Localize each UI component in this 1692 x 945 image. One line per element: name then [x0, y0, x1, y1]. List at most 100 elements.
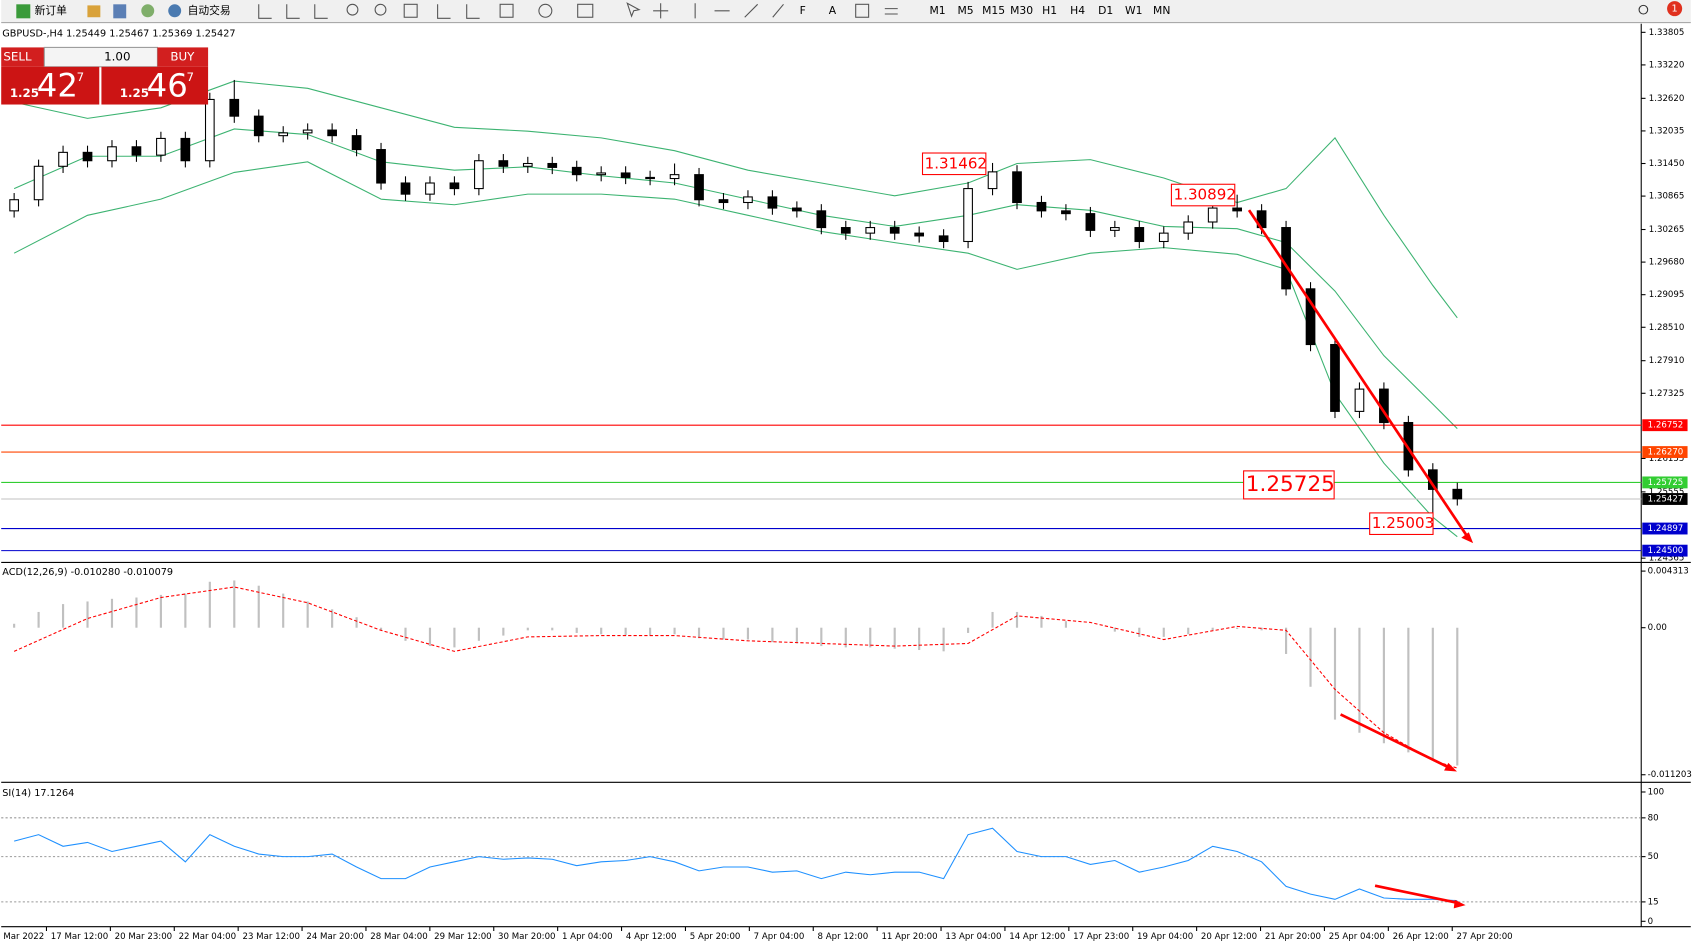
notification-count: 1 [1672, 4, 1678, 15]
timeframe-button[interactable]: M15 [982, 4, 1005, 17]
search-icon[interactable] [1638, 4, 1649, 15]
lot-value: 1.00 [104, 50, 130, 64]
y-tick-label: 50 [1648, 852, 1659, 862]
bollinger-lower [13, 161, 1458, 538]
x-tick-label: 24 Mar 20:00 [306, 932, 363, 942]
candle-body [767, 196, 778, 209]
candle-body [1207, 207, 1218, 223]
y-tick-label: 1.25555 [1649, 487, 1685, 497]
x-tick-label: 5 Apr 20:00 [690, 932, 741, 942]
candle-body [620, 172, 631, 178]
price-annotation: 1.25003 [1372, 514, 1434, 532]
y-tick-label: 1.33805 [1649, 28, 1685, 38]
auto-trade-icon[interactable] [168, 4, 182, 18]
bollinger-upper [14, 80, 1458, 319]
candle-body [376, 149, 386, 184]
candle-body [400, 182, 411, 195]
price-level-label: 1.25427 [1648, 495, 1684, 505]
price-level-label: 1.26270 [1648, 448, 1684, 458]
price-level-tag [1642, 544, 1688, 557]
timeframe-button[interactable]: M30 [1010, 4, 1033, 17]
x-tick-label: 11 Apr 20:00 [881, 932, 937, 942]
candle-body [792, 207, 802, 212]
y-tick-label: 1.28510 [1649, 323, 1685, 333]
x-tick-label: 13 Apr 04:00 [945, 932, 1001, 942]
trend-arrow[interactable] [1247, 209, 1470, 540]
y-tick-label: 1.27325 [1649, 389, 1685, 399]
y-tick-label: -0.011203 [1648, 770, 1692, 780]
candle-body [1330, 344, 1340, 412]
toolbar-tools[interactable] [258, 2, 898, 19]
toolbar-icon[interactable] [141, 4, 155, 18]
buy-label: BUY [170, 50, 195, 64]
buy-button[interactable] [157, 47, 209, 67]
price-annotation-box [1170, 183, 1236, 207]
x-tick-label: 20 Apr 12:00 [1201, 932, 1257, 942]
timeframe-button[interactable]: H4 [1070, 4, 1085, 17]
text-tool[interactable]: A [829, 4, 837, 17]
y-tick-label: 1.31450 [1649, 159, 1685, 169]
candle-body [33, 165, 44, 201]
y-tick-label: 1.30865 [1649, 192, 1685, 202]
candle-body [718, 199, 729, 204]
new-order-button[interactable]: 新订单 [35, 4, 68, 17]
candle-body [107, 146, 117, 162]
candle-body [571, 166, 582, 176]
candle-body [743, 196, 753, 204]
x-tick-label: 1 Apr 04:00 [562, 932, 613, 942]
timeframe-button[interactable]: H1 [1042, 4, 1057, 17]
x-tick-label: 28 Mar 04:00 [370, 932, 427, 942]
sell-price-prefix: 1.25 [10, 86, 39, 100]
candle-body [547, 162, 558, 168]
fib-tool[interactable]: F [800, 4, 806, 17]
lot-field[interactable] [43, 46, 158, 68]
y-tick-label: 1.32620 [1649, 94, 1685, 104]
y-tick-label: 1.32035 [1649, 126, 1685, 136]
new-order-icon[interactable] [16, 4, 31, 19]
chart-title: GBPUSD-,H4 1.25449 1.25467 1.25369 1.254… [2, 28, 235, 39]
sell-button[interactable] [1, 47, 45, 67]
price-level-tag [1642, 493, 1688, 505]
candle-body [963, 188, 973, 243]
candle-body [351, 135, 362, 151]
price-annotation-box [921, 152, 987, 176]
notification-badge[interactable] [1667, 1, 1683, 17]
candle-body [9, 199, 19, 212]
sell-price-small: 7 [77, 70, 85, 84]
candle-body [204, 98, 215, 162]
toolbar-icon[interactable] [87, 5, 101, 18]
x-tick-label: 27 Apr 20:00 [1457, 932, 1513, 942]
buy-price-big: 46 [147, 66, 188, 104]
candle-body [425, 182, 435, 195]
timeframe-button[interactable]: M5 [958, 4, 974, 17]
candle-body [840, 227, 851, 234]
candle-body [1109, 227, 1120, 231]
x-tick-label: 4 Apr 12:00 [626, 932, 677, 942]
timeframe-button[interactable]: M1 [930, 4, 946, 17]
auto-trade-button[interactable]: 自动交易 [188, 4, 231, 17]
x-tick-label: 20 Mar 23:00 [115, 932, 172, 942]
price-level-tag [1642, 476, 1688, 489]
candle-body [498, 160, 509, 167]
candle-body [522, 162, 533, 167]
buy-price-prefix: 1.25 [120, 86, 149, 100]
candle-body [302, 129, 313, 134]
trend-arrow[interactable] [1339, 713, 1452, 770]
price-annotation-box [1369, 512, 1434, 535]
buy-price-box[interactable] [101, 66, 209, 105]
sell-price-box[interactable] [1, 66, 100, 105]
timeframe-button[interactable]: MN [1153, 4, 1170, 17]
trend-arrow[interactable] [1374, 884, 1459, 905]
candle-body [1183, 221, 1194, 234]
timeframe-button[interactable]: D1 [1098, 4, 1113, 17]
candle-body [1061, 210, 1071, 215]
candle-body [1305, 288, 1316, 346]
toolbar-icon[interactable] [113, 4, 127, 19]
candle-body [865, 227, 876, 234]
candle-body [1134, 227, 1145, 243]
timeframe-button[interactable]: W1 [1125, 4, 1143, 17]
candle-body [449, 182, 460, 190]
x-tick-label: 22 Mar 04:00 [179, 932, 236, 942]
y-tick-label: 15 [1648, 897, 1659, 907]
